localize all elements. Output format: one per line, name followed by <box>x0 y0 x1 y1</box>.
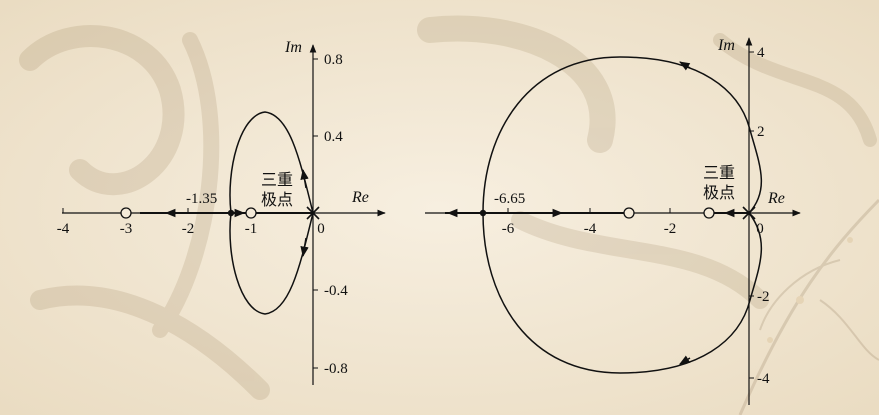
right-zero-marker <box>703 207 715 219</box>
right-y-tick-label: 2 <box>757 124 765 140</box>
left-x-tick-label: -2 <box>182 221 195 237</box>
left-y-tick-label: 0.8 <box>324 52 343 68</box>
right-real-axis-label: Re <box>767 190 785 207</box>
left-triple-pole-marker <box>306 206 320 220</box>
calligraphy-watermark <box>19 15 877 400</box>
right-x-tick-label: 0 <box>756 221 764 237</box>
left-x-tick-label: 0 <box>317 221 325 237</box>
left-real-axis-label: Re <box>351 189 369 206</box>
left-breakaway-label: -1.35 <box>186 191 217 207</box>
right-pole-note-line2: 极点 <box>703 184 735 202</box>
right-pole-note-line1: 三重 <box>703 164 735 182</box>
left-root-locus: -4 -3 -2 -1 0 0.8 0.4 -0.4 -0.8 Im Re <box>57 39 386 385</box>
right-y-tick-label: -4 <box>757 371 770 387</box>
branch-watermark <box>738 198 879 415</box>
right-locus-direction-arrow <box>679 61 691 71</box>
left-x-tick-label: -1 <box>245 221 258 237</box>
left-y-tick-label: -0.8 <box>324 361 348 377</box>
right-x-tick-label: -4 <box>584 221 597 237</box>
right-zero-marker <box>623 207 635 219</box>
right-root-locus: -6 -4 -2 0 4 2 -2 -4 Im Re <box>425 37 801 405</box>
left-locus-direction-arrow <box>300 237 309 258</box>
left-y-tick-marks <box>313 58 318 369</box>
left-y-tick-label: -0.4 <box>324 283 348 299</box>
left-breakaway-point <box>227 209 235 217</box>
left-locus-direction-arrow <box>300 168 309 189</box>
right-breakaway-point <box>479 209 487 217</box>
right-triple-pole-marker <box>742 206 756 220</box>
left-zero-marker <box>120 207 132 219</box>
right-x-tick-label: -6 <box>502 221 515 237</box>
left-y-tick-label: 0.4 <box>324 129 343 145</box>
right-breakaway-label: -6.65 <box>494 191 525 207</box>
right-y-tick-label: 4 <box>757 45 765 61</box>
left-x-tick-label: -3 <box>120 221 133 237</box>
right-locus-direction-arrow <box>679 355 691 365</box>
left-imag-axis-label: Im <box>284 39 302 56</box>
right-y-tick-label: -2 <box>757 289 770 305</box>
left-pole-note-line2: 极点 <box>261 191 293 209</box>
left-pole-note-line1: 三重 <box>261 171 293 189</box>
left-x-tick-label: -4 <box>57 221 70 237</box>
left-zero-marker <box>245 207 257 219</box>
right-x-tick-label: -2 <box>664 221 677 237</box>
right-imag-axis-label: Im <box>717 37 735 54</box>
